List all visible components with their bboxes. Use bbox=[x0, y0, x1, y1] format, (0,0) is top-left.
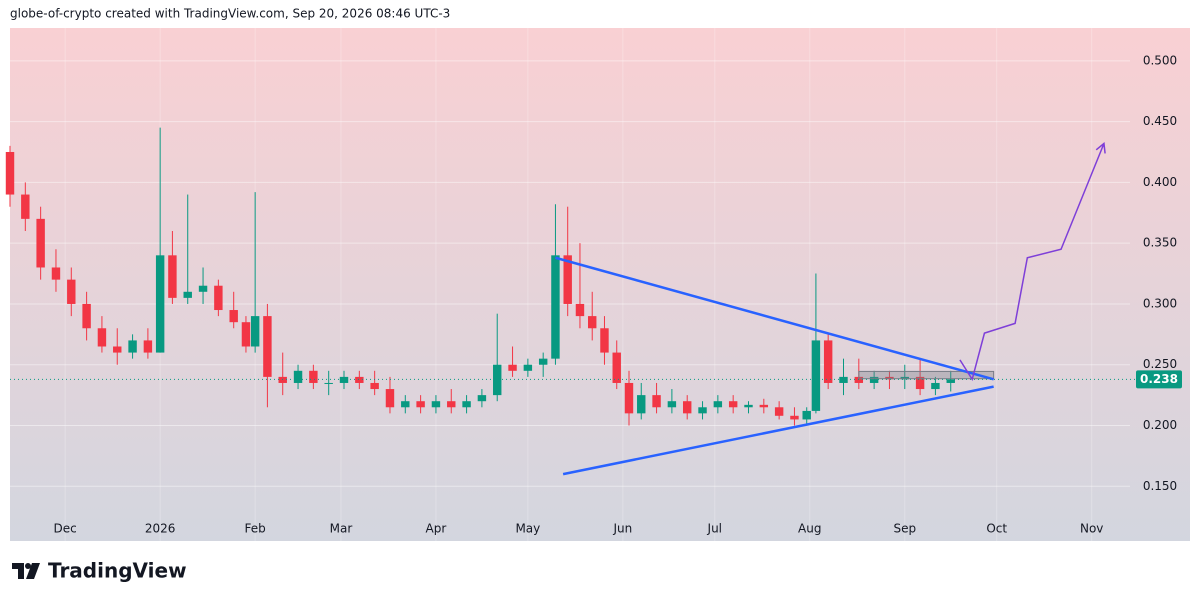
projection-path bbox=[959, 143, 1105, 382]
range-box bbox=[858, 370, 995, 380]
candle-body bbox=[946, 379, 955, 383]
x-tick-label: Mar bbox=[330, 522, 353, 536]
logo-icon bbox=[12, 563, 40, 579]
candle-body bbox=[588, 316, 597, 329]
x-tick-label: Apr bbox=[426, 522, 447, 536]
candle-body bbox=[563, 255, 572, 304]
candle-body bbox=[278, 376, 287, 383]
candle-body bbox=[293, 370, 303, 383]
y-tick-label: 0.250 bbox=[1143, 357, 1177, 371]
candle-body bbox=[600, 328, 609, 353]
candle-body bbox=[713, 401, 723, 408]
x-tick-label: Feb bbox=[245, 522, 266, 536]
candle-body bbox=[462, 401, 471, 408]
candle-body bbox=[493, 364, 502, 396]
y-tick-label: 0.200 bbox=[1143, 418, 1177, 432]
x-tick-label: Oct bbox=[986, 522, 1007, 536]
y-tick-label: 0.350 bbox=[1143, 236, 1177, 250]
candle-body bbox=[385, 389, 395, 408]
candle-body bbox=[155, 255, 165, 353]
current-price-label: 0.238 bbox=[1140, 372, 1178, 386]
candle-body bbox=[790, 415, 799, 420]
candle-body bbox=[885, 376, 894, 380]
candle-body bbox=[575, 303, 585, 317]
candle-body bbox=[774, 407, 784, 416]
candle-body bbox=[309, 370, 318, 383]
header: globe-of-crypto created with TradingView… bbox=[10, 7, 450, 21]
candle-body bbox=[113, 346, 122, 353]
candle-body bbox=[869, 376, 879, 383]
candle-body bbox=[143, 340, 153, 353]
candle-body bbox=[5, 151, 15, 195]
candle-body bbox=[682, 401, 692, 414]
candle-body bbox=[915, 376, 925, 390]
candle-body bbox=[431, 401, 441, 408]
x-tick-label: Aug bbox=[798, 522, 821, 536]
candle-body bbox=[263, 316, 272, 377]
candle-body bbox=[811, 340, 821, 411]
candle-body bbox=[802, 410, 811, 420]
candle-body bbox=[51, 267, 61, 280]
x-tick-label: May bbox=[515, 522, 540, 536]
candle-body bbox=[168, 255, 177, 298]
candle-body bbox=[728, 401, 738, 408]
x-tick-label: Dec bbox=[54, 522, 77, 536]
y-tick-label: 0.500 bbox=[1143, 53, 1177, 67]
projection-arrowhead bbox=[1095, 142, 1106, 154]
candle-body bbox=[67, 279, 76, 304]
x-tick-label: Sep bbox=[893, 522, 916, 536]
x-tick-label: 2026 bbox=[145, 522, 176, 536]
candle-body bbox=[854, 376, 864, 383]
candle-body bbox=[250, 316, 260, 347]
candle-body bbox=[401, 401, 410, 408]
candle-body bbox=[183, 291, 192, 298]
x-tick-label: Nov bbox=[1080, 522, 1103, 536]
candle-body bbox=[97, 328, 107, 347]
candle-body bbox=[538, 358, 548, 365]
candle-body bbox=[839, 376, 848, 383]
candle-body bbox=[698, 407, 707, 414]
candle-body bbox=[931, 382, 940, 390]
candle-body bbox=[82, 303, 91, 329]
trendline bbox=[555, 256, 994, 381]
candle-body bbox=[416, 401, 425, 408]
y-tick-label: 0.300 bbox=[1143, 296, 1177, 310]
candle-body bbox=[339, 376, 349, 383]
candle-body bbox=[744, 404, 753, 408]
candle-body bbox=[637, 395, 646, 414]
candle-body bbox=[652, 395, 661, 408]
current-price-badge bbox=[1136, 370, 1182, 389]
candle-body bbox=[612, 352, 621, 383]
candle-body bbox=[241, 322, 251, 347]
candle-body bbox=[229, 310, 238, 323]
y-tick-label: 0.400 bbox=[1143, 175, 1177, 189]
candle-body bbox=[198, 285, 208, 292]
candle-body bbox=[36, 218, 45, 268]
candle-body bbox=[128, 340, 137, 353]
candle-body bbox=[667, 401, 677, 408]
candle-body bbox=[355, 376, 364, 383]
chart-background bbox=[10, 28, 1190, 541]
x-tick-label: Jun bbox=[612, 522, 632, 536]
candle-body bbox=[447, 401, 456, 408]
x-tick-label: Jul bbox=[707, 522, 722, 536]
logo-text: TradingView bbox=[48, 559, 187, 583]
y-tick-label: 0.150 bbox=[1143, 479, 1177, 493]
y-tick-label: 0.450 bbox=[1143, 114, 1177, 128]
candle-body bbox=[551, 255, 560, 359]
candle-body bbox=[523, 364, 533, 371]
candle-body bbox=[477, 395, 487, 402]
candle-body bbox=[759, 404, 769, 408]
candle-body bbox=[900, 376, 909, 380]
candle-body bbox=[508, 364, 517, 371]
candle-body bbox=[624, 382, 634, 414]
candle-body bbox=[370, 382, 379, 390]
candle-body bbox=[823, 340, 833, 383]
candle-body bbox=[21, 194, 30, 219]
trendline bbox=[562, 385, 994, 476]
candle-body bbox=[324, 382, 333, 384]
candle-body bbox=[214, 285, 223, 311]
